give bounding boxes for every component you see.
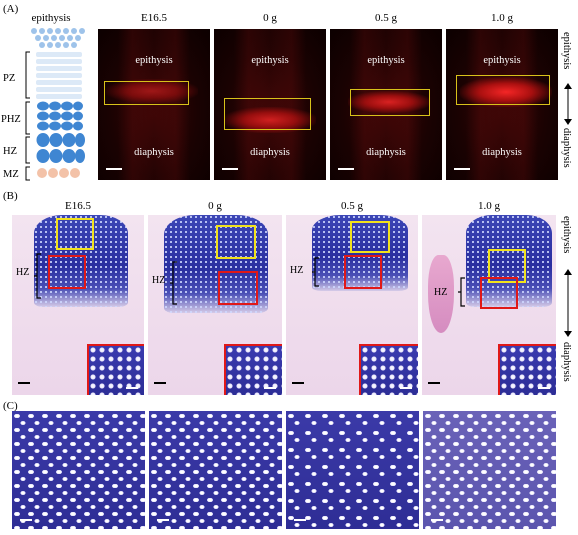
label-top: epithysis: [251, 55, 289, 66]
roi-box-yellow: [104, 81, 189, 105]
inset-zoom: [359, 344, 418, 395]
panel-c-label: (C): [3, 400, 18, 412]
label-bottom: diaphysis: [250, 147, 290, 158]
hz-label: HZ: [16, 267, 30, 278]
col-title-b-2: 0 g: [208, 200, 222, 212]
zone-braces: [25, 51, 30, 181]
histology-image-05g: HZ: [286, 215, 418, 395]
scale-bar: [292, 382, 304, 384]
histology-image-10g: HZ: [422, 215, 556, 395]
hz-brace: [312, 257, 319, 287]
zoom-image-0g: [149, 411, 282, 529]
roi-box-yellow: [216, 225, 256, 259]
histology-image-e165: HZ: [12, 215, 144, 395]
label-bottom: diaphysis: [366, 147, 406, 158]
scale-bar: [106, 168, 122, 170]
col-title-a-1: E16.5: [141, 12, 167, 24]
side-label-a-top: epithysis: [561, 32, 572, 70]
zone-label-hz: HZ: [3, 146, 17, 157]
scale-bar: [294, 519, 306, 521]
scale-bar: [18, 382, 30, 384]
roi-box-yellow: [56, 218, 94, 250]
inset-zoom: [498, 344, 556, 395]
growth-plate-schematic: [31, 28, 85, 178]
roi-box-yellow: [350, 221, 390, 253]
label-bottom: diaphysis: [482, 147, 522, 158]
scale-bar: [431, 519, 443, 521]
label-top: epithysis: [367, 55, 405, 66]
zoom-image-10g: [423, 411, 556, 529]
col-title-b-3: 0.5 g: [341, 200, 363, 212]
roi-box-red: [480, 277, 518, 309]
panel-a-label: (A): [3, 3, 19, 15]
col-title-b-1: E16.5: [65, 200, 91, 212]
fluorescence-image-05g: epithysis diaphysis: [330, 29, 442, 180]
hz-brace: [170, 261, 177, 305]
side-label-a-bottom: diaphysis: [561, 128, 572, 168]
scale-bar: [222, 168, 238, 170]
side-label-b-top: epithysis: [561, 216, 572, 254]
zoom-image-e165: [12, 411, 145, 529]
side-arrow-b: [564, 269, 572, 337]
roi-box-red: [218, 271, 258, 305]
col-title-a-4: 1.0 g: [491, 12, 513, 24]
zone-label-phz: PHZ: [1, 114, 21, 125]
scale-bar: [338, 168, 354, 170]
scale-bar: [428, 382, 440, 384]
col-title-a-3: 0.5 g: [375, 12, 397, 24]
hz-label: HZ: [434, 287, 448, 298]
col-title-b-4: 1.0 g: [478, 200, 500, 212]
hz-label: HZ: [152, 275, 166, 286]
hz-brace: [34, 253, 41, 299]
roi-box-yellow: [224, 98, 311, 130]
label-bottom: diaphysis: [134, 147, 174, 158]
scale-bar: [154, 382, 166, 384]
roi-box-yellow: [456, 75, 550, 105]
zone-label-pz: PZ: [3, 73, 16, 84]
roi-box-red: [344, 255, 382, 289]
side-arrow-a: [564, 83, 572, 125]
inset-zoom: [87, 344, 144, 395]
fluorescence-image-e165: epithysis diaphysis: [98, 29, 210, 180]
tissue-fragment: [428, 255, 454, 333]
fluorescence-image-0g: epithysis diaphysis: [214, 29, 326, 180]
side-label-b-bottom: diaphysis: [561, 342, 572, 382]
scale-bar: [454, 168, 470, 170]
label-top: epithysis: [483, 55, 521, 66]
scale-bar: [157, 519, 169, 521]
hz-label: HZ: [290, 265, 304, 276]
inset-zoom: [224, 344, 282, 395]
zone-label-mz: MZ: [3, 169, 19, 180]
histology-image-0g: HZ: [148, 215, 282, 395]
scale-bar: [20, 519, 32, 521]
zoom-image-05g: [286, 411, 419, 529]
panel-b-label: (B): [3, 190, 18, 202]
label-top: epithysis: [135, 55, 173, 66]
roi-box-yellow: [350, 89, 430, 116]
roi-box-yellow: [488, 249, 526, 283]
col-title-a-2: 0 g: [263, 12, 277, 24]
schematic-title: epithysis: [31, 12, 71, 24]
roi-box-red: [48, 255, 86, 289]
hz-brace: [458, 277, 465, 307]
fluorescence-image-10g: epithysis diaphysis: [446, 29, 558, 180]
